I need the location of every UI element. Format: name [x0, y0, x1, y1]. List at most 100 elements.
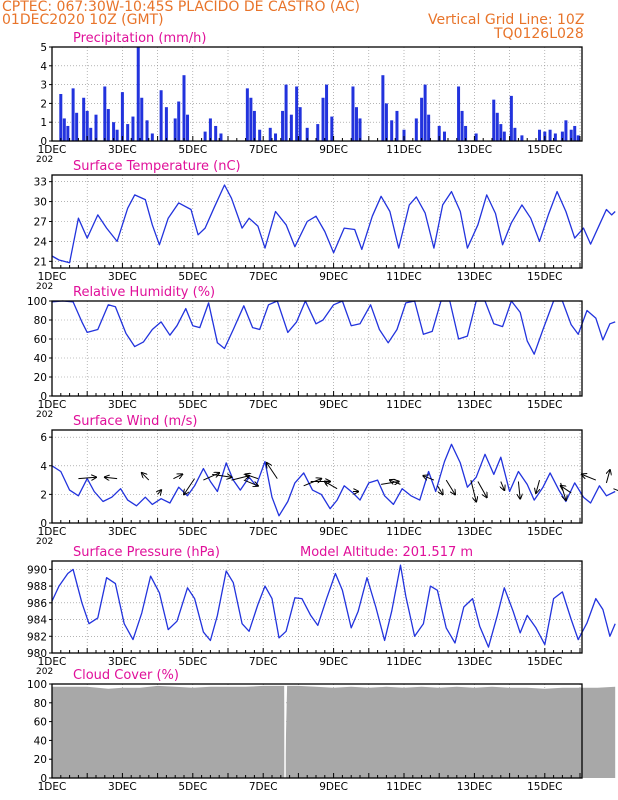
panel-2 — [49, 174, 616, 269]
precip-bar — [569, 129, 573, 141]
panel-frame — [51, 46, 583, 142]
x-year-label: 202 — [36, 155, 53, 165]
x-tick-label: 5DEC — [178, 781, 207, 793]
precip-bar — [325, 84, 329, 141]
precip-bar — [321, 97, 325, 141]
x-tick-label: 7DEC — [249, 526, 278, 538]
x-tick-label: 3DEC — [108, 399, 137, 411]
x-year-label: 202 — [36, 537, 53, 547]
y-tick-label: 990 — [27, 564, 47, 576]
precip-bar — [576, 135, 580, 141]
wind-arrow — [246, 474, 259, 480]
precip-bar — [298, 107, 302, 141]
y-tick-label: 984 — [27, 615, 47, 627]
y-tick-label: 40 — [34, 735, 47, 747]
x-year-label: 202 — [36, 410, 53, 420]
wind-arrow — [203, 473, 219, 481]
precip-bar — [203, 131, 207, 141]
y-tick-label: 988 — [27, 581, 47, 593]
precip-bar — [182, 75, 186, 141]
panel-3 — [49, 300, 616, 397]
model-altitude-label: Model Altitude: 201.517 m — [300, 545, 473, 560]
wind-arrow — [582, 474, 597, 481]
x-tick-label: 15DEC — [527, 781, 562, 793]
precip-bar — [316, 124, 320, 141]
x-tick-label: 11DEC — [386, 656, 421, 668]
x-tick-label: 9DEC — [319, 399, 348, 411]
precip-bar — [173, 118, 177, 141]
x-tick-label: 13DEC — [457, 144, 492, 156]
y-tick-label: 982 — [27, 631, 47, 643]
y-tick-label: 3 — [40, 80, 47, 92]
y-tick-label: 5 — [40, 42, 47, 54]
precip-bar — [281, 110, 285, 141]
y-tick-label: 0 — [40, 136, 47, 148]
precip-bar — [384, 103, 388, 141]
precip-bar — [140, 97, 144, 141]
precip-bar — [112, 122, 116, 141]
wind-arrow — [212, 474, 231, 477]
wind-arrow — [470, 479, 476, 501]
precip-bar — [208, 118, 212, 141]
precip-bar — [573, 125, 577, 141]
precip-bar — [71, 88, 75, 141]
y-tick-label: 2 — [40, 98, 47, 110]
precip-bar — [330, 116, 334, 141]
x-tick-label: 5DEC — [178, 656, 207, 668]
y-tick-label: 60 — [34, 717, 47, 729]
precip-bar — [94, 114, 98, 141]
precip-bar — [268, 127, 272, 141]
precip-bar — [495, 112, 499, 141]
x-tick-label: 7DEC — [249, 399, 278, 411]
x-tick-label: 15DEC — [527, 526, 562, 538]
x-tick-label: 13DEC — [457, 781, 492, 793]
precip-bar — [177, 101, 181, 141]
y-tick-label: 0 — [40, 773, 47, 785]
precip-bar — [150, 133, 154, 141]
wind-arrow — [613, 488, 618, 492]
precip-bar — [464, 125, 468, 141]
precip-bar — [358, 118, 362, 141]
precip-bar — [131, 116, 135, 141]
wind-arrow — [390, 480, 401, 485]
x-tick-label: 9DEC — [319, 271, 348, 283]
precip-bar — [164, 107, 168, 141]
y-tick-label: 6 — [40, 432, 47, 444]
x-tick-label: 5DEC — [178, 271, 207, 283]
precip-bar — [159, 90, 163, 141]
x-tick-label: 1DEC — [38, 526, 67, 538]
precip-bar — [284, 84, 288, 141]
y-tick-label: 0 — [40, 518, 47, 530]
wind-arrow — [142, 473, 150, 481]
panel-frame — [51, 560, 583, 654]
precip-bar — [538, 129, 542, 141]
panel-frame — [51, 683, 583, 779]
y-tick-label: 100 — [27, 679, 47, 691]
precip-bar — [186, 114, 190, 141]
y-tick-label: 33 — [34, 177, 47, 189]
panel-title: Cloud Cover (%) — [73, 668, 179, 683]
y-tick-label: 20 — [34, 372, 47, 384]
precip-bar — [499, 124, 503, 141]
x-tick-label: 1DEC — [38, 656, 67, 668]
x-tick-label: 5DEC — [178, 144, 207, 156]
precip-bar — [145, 120, 149, 141]
x-tick-label: 9DEC — [319, 656, 348, 668]
x-tick-label: 1DEC — [38, 399, 67, 411]
precip-bar — [414, 118, 418, 141]
panel-frame — [51, 300, 583, 397]
wind-arrow — [445, 479, 455, 494]
precip-bar — [548, 129, 552, 141]
precip-bar — [89, 127, 93, 141]
precip-bar — [106, 109, 110, 141]
precip-bar — [560, 131, 564, 141]
x-tick-label: 11DEC — [386, 526, 421, 538]
y-tick-label: 2 — [40, 489, 47, 501]
precip-bar — [354, 107, 358, 141]
precip-bar — [258, 129, 262, 141]
precip-bar — [381, 75, 385, 141]
x-tick-label: 3DEC — [108, 526, 137, 538]
precip-bar — [460, 110, 464, 141]
x-tick-label: 7DEC — [249, 271, 278, 283]
x-tick-label: 3DEC — [108, 656, 137, 668]
